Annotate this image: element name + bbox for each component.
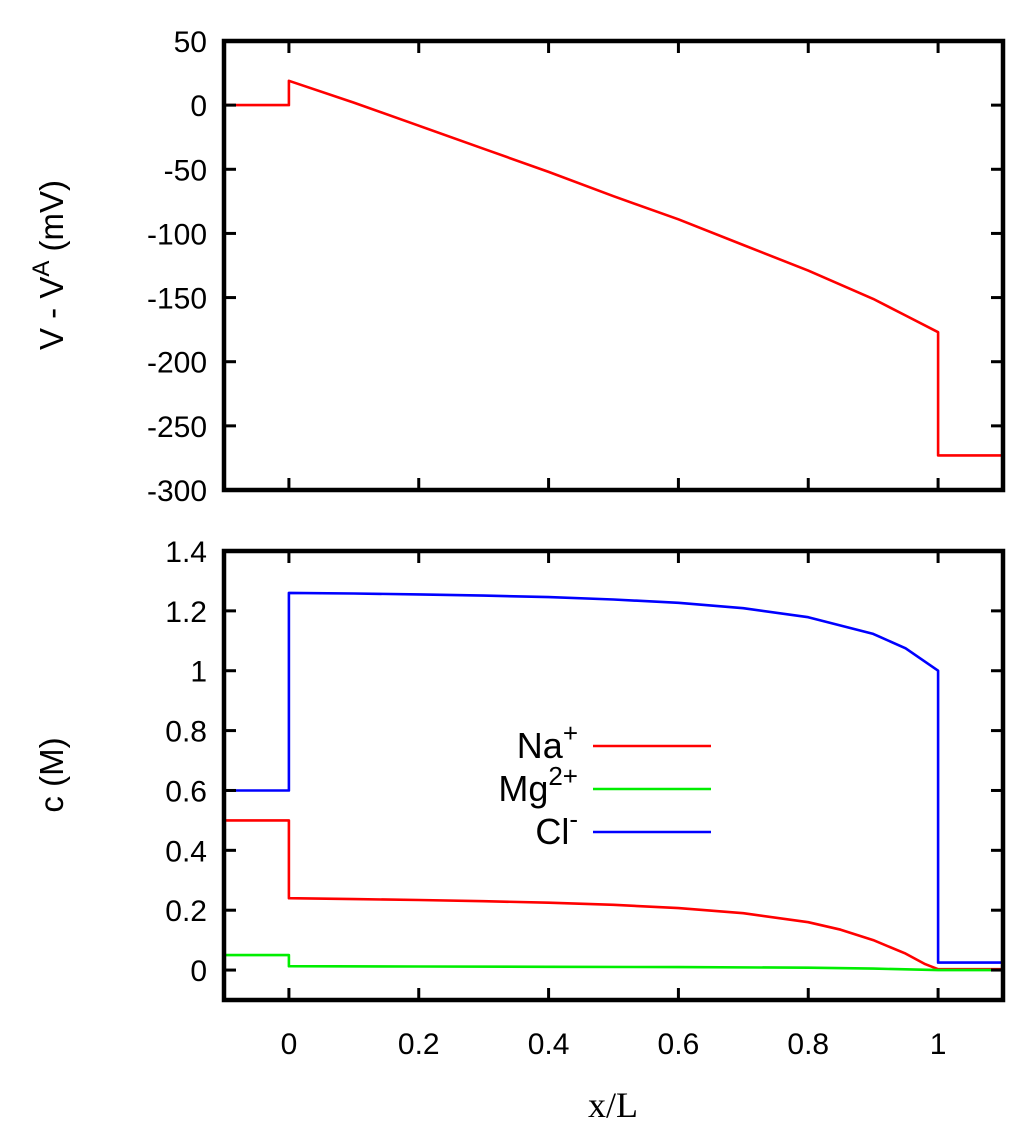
concentration-series-line-na	[224, 819, 1003, 971]
legend-label-name: Mg	[498, 768, 548, 809]
potential-panel: 50 0 -50 -100 -150 -200 -250 -300 V - VA (mV)	[28, 26, 1006, 508]
legend-label-name: Na	[517, 725, 564, 766]
legend-label-name: Cl	[535, 811, 569, 852]
concentration-ylabel: c (M)	[33, 737, 70, 812]
legend-label-charge: -	[569, 804, 578, 834]
concentration-xtick-labels: 0 0.2 0.4 0.6 0.8 1	[281, 1028, 947, 1061]
concentration-ytick-label: 1.2	[165, 596, 207, 629]
legend-label-cl: Cl-	[535, 804, 578, 852]
concentration-ytick-label: 0.4	[165, 835, 207, 868]
legend: Na+Mg2+Cl-	[498, 718, 711, 852]
potential-ylabel-main: V - V	[33, 277, 70, 350]
concentration-xtick-label: 0.6	[658, 1028, 700, 1061]
concentration-series-group	[224, 591, 1003, 972]
legend-label-na: Na+	[517, 718, 578, 766]
concentration-xlabel: x/L	[588, 1085, 638, 1125]
concentration-xtick-label: 0.4	[528, 1028, 570, 1061]
concentration-ticks	[224, 549, 1003, 1000]
potential-ticks	[224, 39, 1003, 492]
concentration-ytick-label: 1.4	[165, 536, 207, 569]
potential-plot-frame	[221, 38, 1006, 493]
potential-ytick-label: -150	[147, 283, 207, 316]
concentration-ytick-label: 0.2	[165, 895, 207, 928]
concentration-xtick-label: 0.2	[398, 1028, 440, 1061]
potential-ytick-label: -250	[147, 411, 207, 444]
potential-series-group	[224, 79, 1003, 457]
potential-ytick-label: -100	[147, 218, 207, 251]
concentration-ytick-label: 0.8	[165, 716, 207, 749]
potential-series-line-0	[224, 79, 1003, 457]
potential-ytick-labels: 50 0 -50 -100 -150 -200 -250 -300	[147, 26, 207, 508]
concentration-plot-frame	[221, 548, 1006, 1003]
potential-ylabel-sup: A	[28, 261, 55, 277]
legend-label-charge: +	[563, 718, 578, 748]
concentration-ytick-labels: 1.4 1.2 1 0.8 0.6 0.4 0.2 0	[165, 536, 207, 988]
concentration-panel: 1.4 1.2 1 0.8 0.6 0.4 0.2 0 0 0.2 0.4 0.6 0.8 1 c (M…	[33, 536, 1006, 1125]
concentration-series-line-cl	[224, 591, 1003, 964]
concentration-ytick-label: 0.6	[165, 775, 207, 808]
potential-ylabel-unit: (mV)	[33, 180, 70, 261]
potential-ytick-label: -50	[164, 154, 207, 187]
concentration-series-line-mg	[224, 953, 1003, 972]
potential-ytick-label: 0	[190, 90, 207, 123]
concentration-xtick-label: 1	[930, 1028, 947, 1061]
potential-ytick-label: -300	[147, 475, 207, 508]
concentration-ytick-label: 0	[190, 955, 207, 988]
potential-ylabel: V - VA (mV)	[28, 180, 70, 350]
potential-ytick-label: -200	[147, 347, 207, 380]
legend-label-charge: 2+	[548, 761, 578, 791]
concentration-ytick-label: 1	[190, 656, 207, 689]
legend-label-mg: Mg2+	[498, 761, 578, 809]
concentration-xtick-label: 0	[281, 1028, 298, 1061]
potential-ytick-label: 50	[174, 26, 207, 59]
concentration-xtick-label: 0.8	[787, 1028, 829, 1061]
